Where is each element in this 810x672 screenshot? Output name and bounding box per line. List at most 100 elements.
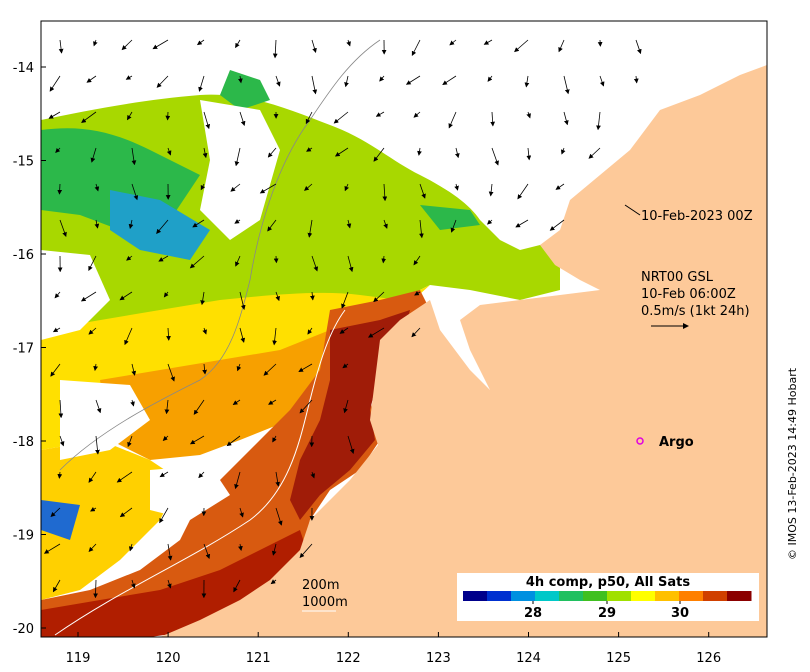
current-vector [346, 219, 352, 229]
current-vector [200, 291, 206, 306]
current-vector [93, 39, 98, 47]
current-vector [130, 399, 135, 407]
current-vector [55, 147, 61, 153]
current-vector [88, 543, 97, 552]
current-vector [158, 255, 169, 262]
current-vector [599, 75, 605, 87]
current-vector [448, 111, 457, 129]
current-vector [267, 219, 277, 232]
current-vector [131, 183, 139, 201]
current-vector [491, 147, 499, 166]
current-vector [346, 39, 351, 47]
current-vector [189, 435, 205, 445]
current-vector [239, 507, 244, 518]
current-vector [514, 39, 529, 53]
cloud-gap [300, 30, 540, 210]
current-vector [382, 183, 388, 202]
current-vector [200, 183, 206, 191]
current-vector [515, 219, 529, 228]
current-vector [156, 219, 169, 234]
current-vector [156, 75, 169, 88]
current-vector [633, 75, 639, 84]
current-vector [88, 327, 97, 335]
current-vector [298, 363, 313, 372]
current-vector [233, 579, 241, 593]
current-vector [419, 183, 426, 199]
current-vector [563, 111, 569, 126]
current-vector [373, 147, 385, 162]
current-vector [483, 39, 493, 45]
current-vector [230, 183, 241, 192]
current-vector [238, 75, 243, 84]
current-vector [413, 255, 421, 266]
cloud-gap [200, 100, 280, 240]
current-vector [375, 111, 385, 117]
current-vector [259, 183, 277, 194]
current-vector [93, 579, 98, 599]
y-axis: -14 -15 -16 -17 -18 -19 -20 [13, 61, 46, 637]
sst-zone-patch [220, 70, 270, 110]
current-vector [196, 39, 205, 46]
current-vector [272, 435, 277, 443]
colorbar [463, 591, 752, 604]
current-vector [93, 363, 98, 372]
current-vector [311, 255, 319, 272]
current-vector [52, 327, 61, 333]
current-vector [167, 543, 173, 561]
current-vector [198, 75, 205, 92]
cloud-gap [150, 465, 230, 520]
current-vector [59, 435, 65, 447]
current-vector [596, 111, 601, 131]
x-tick-label: 121 [246, 651, 271, 666]
current-vector [411, 39, 421, 56]
current-vector [563, 75, 570, 95]
current-vector [272, 39, 278, 59]
current-vector [344, 183, 349, 192]
current-vector [163, 291, 169, 298]
current-vector [299, 399, 313, 414]
y-tick-label: -19 [13, 529, 34, 544]
argo-float-marker [636, 437, 644, 445]
current-vector [311, 75, 318, 95]
current-vector [310, 471, 315, 479]
current-vector [524, 75, 530, 88]
current-vector [59, 219, 67, 238]
current-vector [131, 363, 137, 376]
current-vector [119, 507, 133, 518]
current-vector [116, 471, 133, 483]
current-vector [88, 255, 97, 271]
current-vector [232, 399, 241, 406]
current-vector [275, 471, 281, 487]
current-vector [275, 507, 283, 526]
current-vector [526, 147, 532, 161]
current-vector [202, 363, 208, 375]
current-vector [234, 471, 241, 490]
colorbar-segment [703, 591, 728, 601]
current-vector [310, 291, 315, 301]
current-vector [130, 579, 136, 589]
current-vector [86, 75, 97, 83]
current-vector [236, 363, 242, 372]
x-tick-label: 122 [336, 651, 361, 666]
colorbar-segment [727, 591, 752, 601]
current-vector [48, 111, 61, 119]
current-vector [193, 399, 205, 415]
isobath-1000m [59, 39, 381, 471]
current-vector [49, 75, 61, 92]
current-vector [383, 219, 388, 229]
isobath-1000m-label: 1000m [302, 595, 348, 610]
current-vector [43, 543, 61, 554]
current-vector [239, 291, 246, 310]
colorbar-segment [559, 591, 584, 601]
x-tick-label: 123 [426, 651, 451, 666]
x-tick-label: 124 [516, 651, 541, 666]
y-tick-label: -18 [13, 435, 34, 450]
current-vector [344, 75, 349, 88]
current-vector [419, 219, 424, 239]
current-vector [81, 111, 97, 123]
current-vector [203, 111, 211, 130]
current-vector [379, 75, 385, 82]
current-vector [50, 363, 61, 377]
current-vector [304, 183, 313, 191]
current-vector [490, 111, 496, 127]
